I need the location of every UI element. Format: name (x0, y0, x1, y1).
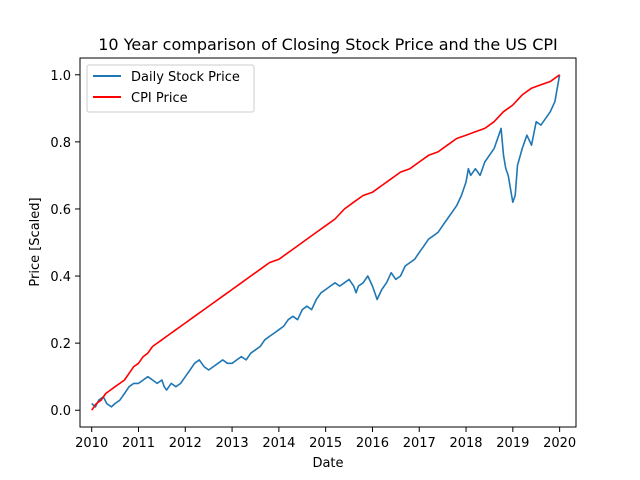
legend-box (86, 64, 255, 113)
x-tick-label: 2019 (496, 436, 529, 451)
y-tick-label: 0.0 (50, 404, 71, 419)
x-tick-label: 2011 (122, 436, 155, 451)
x-axis: 2010 2011 2012 2013 2014 2015 2016 2017 2018 2019… (75, 427, 576, 451)
y-axis: 0.0 0.2 0.4 0.6 0.8 1.0 (50, 69, 80, 419)
y-tick-label: 0.2 (50, 337, 71, 352)
plot-frame (79, 57, 577, 428)
x-tick-label: 2016 (356, 436, 389, 451)
legend: Daily Stock Price CPI Price (86, 64, 255, 113)
y-tick-label: 0.4 (50, 270, 71, 285)
x-tick-label: 2017 (403, 436, 436, 451)
y-axis-label: Price [Scaled] (28, 197, 43, 286)
y-tick-label: 0.8 (50, 136, 71, 151)
y-tick-label: 0.6 (50, 203, 71, 218)
x-tick-label: 2013 (216, 436, 249, 451)
x-tick-label: 2020 (543, 436, 576, 451)
chart-title: 10 Year comparison of Closing Stock Pric… (98, 35, 558, 54)
x-tick-label: 2014 (262, 436, 295, 451)
y-tick-label: 1.0 (50, 69, 71, 84)
x-tick-label: 2018 (449, 436, 482, 451)
legend-label-cpi-price: CPI Price (131, 91, 188, 106)
x-axis-label: Date (312, 456, 343, 471)
x-tick-label: 2012 (169, 436, 202, 451)
series-line-daily-stock-price (91, 74, 561, 408)
legend-label-daily-stock-price: Daily Stock Price (131, 70, 240, 85)
x-tick-label: 2015 (309, 436, 342, 451)
x-tick-label: 2010 (75, 436, 108, 451)
plot-series (91, 74, 561, 411)
series-line-cpi-price (91, 74, 561, 411)
